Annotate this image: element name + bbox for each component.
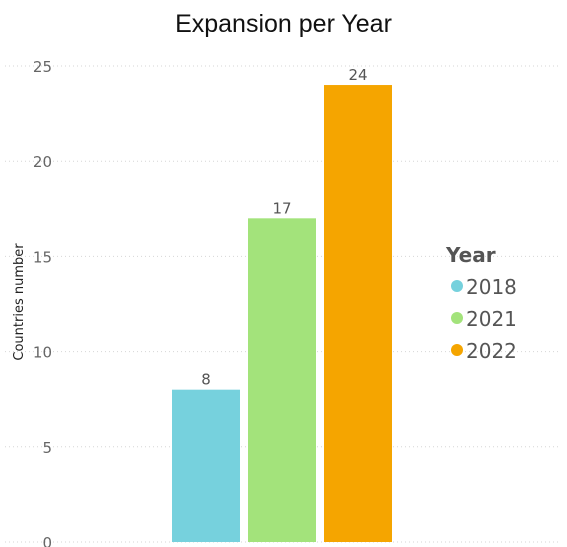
y-tick-label: 15 — [33, 248, 52, 266]
data-label-2021: 17 — [272, 199, 291, 217]
bar-2022[interactable] — [324, 85, 392, 542]
bar-2021[interactable] — [248, 218, 316, 542]
y-axis-ticks: 0 5 10 15 20 25 — [33, 58, 52, 547]
bar-2018[interactable] — [172, 389, 240, 542]
legend-marker-2018 — [451, 280, 463, 292]
data-label-2022: 24 — [348, 66, 367, 84]
legend-label-2018: 2018 — [466, 275, 517, 299]
data-labels: 8 17 24 — [201, 66, 367, 389]
bars — [172, 85, 392, 542]
y-tick-label: 10 — [33, 344, 52, 362]
legend: Year 2018 2021 2022 — [445, 243, 517, 363]
y-tick-label: 5 — [42, 439, 52, 457]
y-tick-label: 25 — [33, 58, 52, 76]
data-label-2018: 8 — [201, 371, 211, 389]
legend-title: Year — [445, 243, 496, 267]
y-axis-label: Countries number — [12, 243, 27, 361]
y-tick-label: 0 — [42, 534, 52, 547]
legend-label-2021: 2021 — [466, 307, 517, 331]
legend-label-2022: 2022 — [466, 339, 517, 363]
grid-lines — [5, 65, 560, 543]
y-tick-label: 20 — [33, 153, 52, 171]
legend-marker-2022 — [451, 344, 463, 356]
chart-title: Expansion per Year — [175, 10, 392, 38]
legend-marker-2021 — [451, 312, 463, 324]
